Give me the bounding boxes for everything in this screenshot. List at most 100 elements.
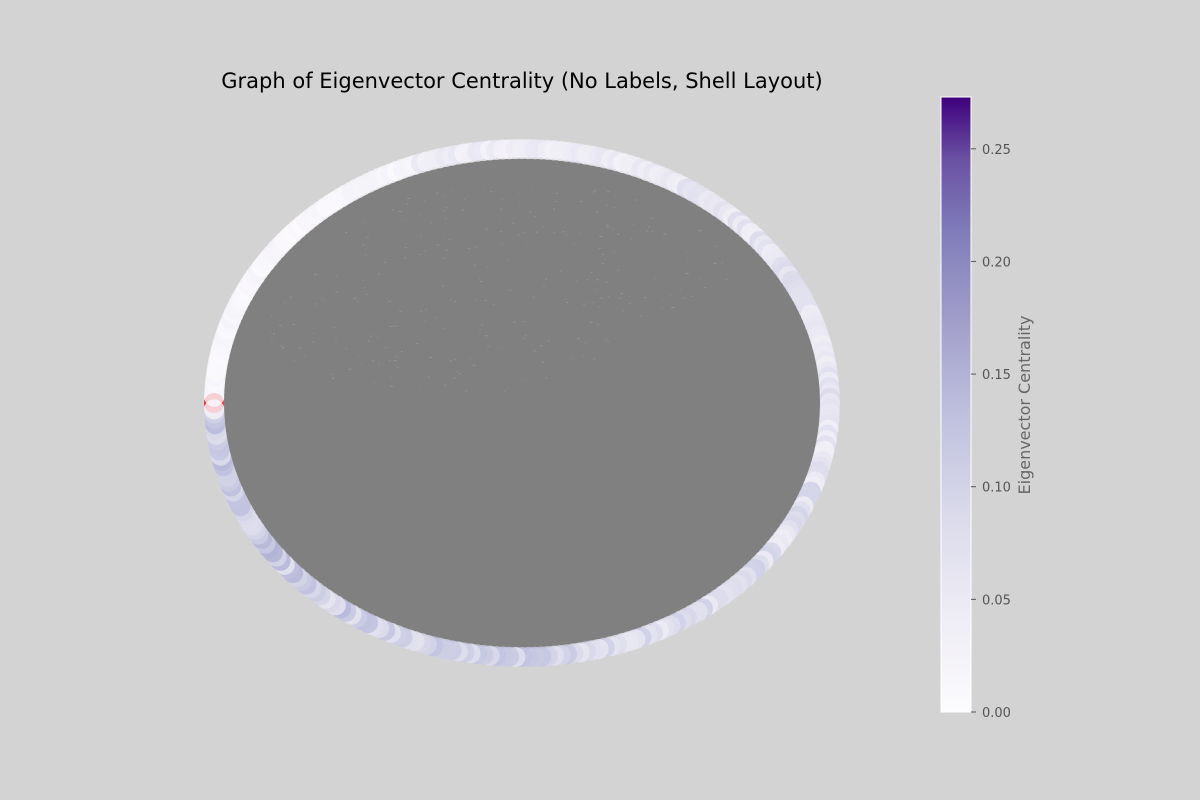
edge-speck — [686, 258, 689, 260]
edge-speck — [566, 302, 569, 303]
edge-speck — [651, 231, 654, 233]
edge-speck — [643, 297, 646, 298]
edge-speck — [547, 340, 550, 342]
edge-speck — [608, 296, 610, 298]
edge-speck — [463, 199, 465, 200]
edge-speck — [357, 301, 359, 303]
edge-speck — [523, 232, 526, 234]
edge-speck — [269, 332, 271, 334]
edge-speck — [443, 210, 446, 212]
edge-speck — [533, 216, 537, 218]
edge-speck — [365, 293, 368, 295]
edge-speck — [419, 214, 421, 216]
edge-speck — [479, 280, 483, 282]
graph-node — [204, 386, 225, 407]
edge-speck — [605, 338, 607, 340]
edge-speck — [292, 324, 296, 325]
edge-speck — [335, 338, 337, 340]
edge-speck — [453, 377, 456, 379]
edge-speck — [662, 299, 664, 301]
edge-speck — [391, 209, 394, 211]
edge-speck — [364, 254, 367, 256]
edge-speck — [504, 391, 506, 393]
edge-speck — [490, 191, 493, 193]
edge-speck — [593, 358, 596, 360]
edge-speck — [445, 249, 448, 251]
edge-speck — [281, 347, 285, 349]
edge-speck — [539, 345, 543, 347]
edge-speck — [683, 297, 686, 299]
edge-speck — [633, 224, 635, 226]
edge-speck — [366, 236, 369, 238]
edge-speck — [443, 236, 445, 238]
edge-speck — [553, 208, 556, 210]
edge-speck — [322, 299, 326, 301]
edge-speck — [562, 231, 565, 232]
edge-speck — [429, 356, 432, 358]
edge-speck — [484, 335, 488, 337]
edge-speck — [573, 243, 575, 244]
edge-speck — [370, 335, 372, 337]
edge-speck — [428, 376, 430, 378]
edge-speck — [390, 385, 394, 387]
edge-speck — [553, 232, 556, 234]
edge-speck — [399, 310, 402, 312]
edge-speck — [671, 307, 674, 308]
edge-speck — [555, 192, 558, 194]
edge-speck — [479, 329, 481, 331]
edge-speck — [513, 321, 516, 323]
edge-speck — [332, 242, 334, 244]
edge-speck — [443, 196, 445, 197]
edge-speck — [367, 340, 371, 342]
edge-speck — [598, 306, 601, 308]
edge-speck — [466, 247, 469, 249]
edge-speck — [396, 325, 399, 327]
edge-speck — [333, 326, 336, 328]
edge-speck — [530, 188, 533, 190]
edge-speck — [393, 325, 396, 327]
edge-speck — [420, 310, 423, 312]
edge-speck — [503, 206, 505, 208]
edge-speck — [449, 360, 453, 362]
edge-speck — [698, 230, 702, 232]
edge-speck — [400, 351, 403, 353]
edge-speck — [441, 285, 444, 287]
edge-speck — [331, 377, 335, 379]
edge-speck — [423, 200, 426, 202]
edge-speck — [407, 197, 410, 199]
edge-speck — [443, 327, 445, 329]
edge-speck — [377, 337, 379, 339]
edge-speck — [565, 234, 568, 236]
edge-speck — [474, 246, 478, 248]
edge-speck — [312, 341, 315, 343]
edge-speck — [453, 359, 456, 361]
edge-speck — [715, 245, 717, 247]
edge-speck — [403, 219, 405, 221]
edge-speck — [270, 315, 272, 317]
edge-speck — [582, 355, 584, 357]
edge-speck — [443, 384, 446, 386]
edge-speck — [358, 356, 360, 358]
edge-speck — [314, 303, 318, 305]
edge-speck — [273, 313, 276, 315]
edge-speck — [396, 356, 398, 358]
edge-speck — [378, 363, 380, 365]
edge-speck — [517, 234, 520, 236]
colorbar-tick-label: 0.15 — [982, 368, 1011, 383]
edge-speck — [270, 337, 274, 339]
edge-speck — [686, 272, 689, 274]
edge-speck — [441, 266, 444, 268]
edge-speck — [537, 257, 539, 258]
edge-speck — [612, 207, 616, 209]
edge-speck — [405, 242, 407, 244]
edge-speck — [345, 348, 347, 350]
edge-speck — [494, 219, 496, 221]
edge-speck — [469, 358, 471, 360]
edge-speck — [699, 278, 701, 279]
edge-speck — [500, 220, 502, 222]
edge-speck — [596, 324, 600, 326]
edge-speck — [685, 250, 687, 252]
edge-speck — [622, 310, 624, 312]
colorbar-tick-label: 0.00 — [982, 706, 1011, 721]
edge-speck — [450, 299, 453, 301]
